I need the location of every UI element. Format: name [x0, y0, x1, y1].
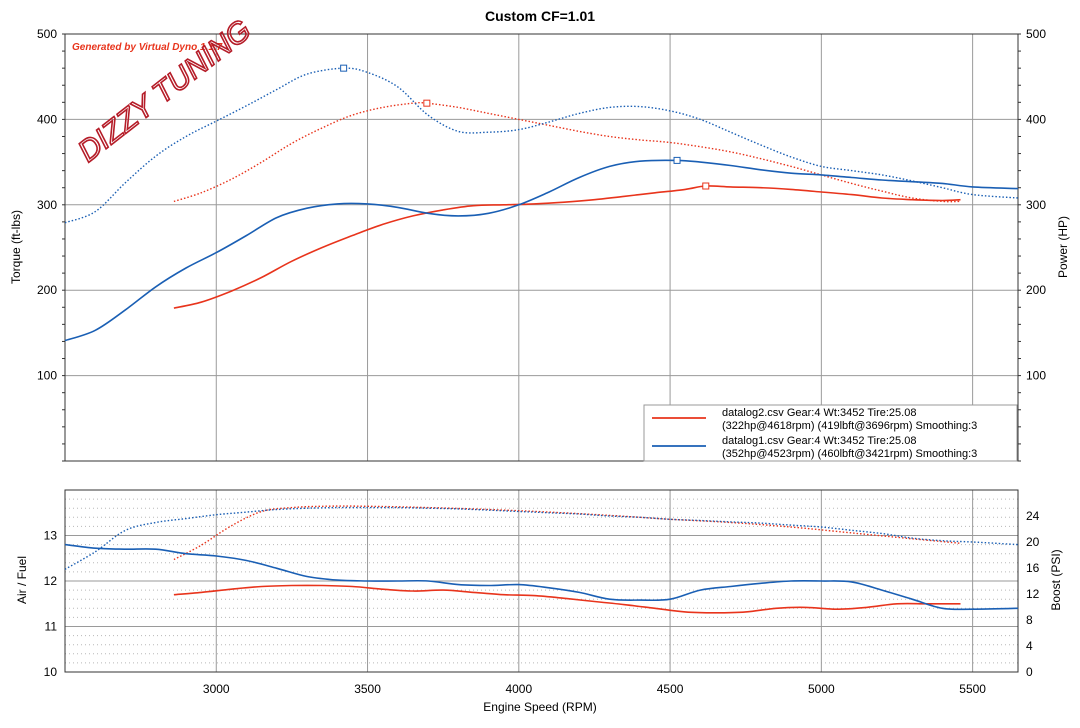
- top-y-tick-label: 500: [37, 27, 57, 41]
- watermark-text: Generated by Virtual Dyno 1.1.7: [72, 42, 223, 53]
- bottom-x-tick-label: 5000: [808, 682, 835, 696]
- torque-axis-title: Torque (ft-lbs): [9, 210, 23, 284]
- torque-power-plot: 100 200 300 400 500 100 200 300 400 500: [37, 27, 1046, 462]
- top-y2-tick-label: 200: [1026, 283, 1046, 297]
- bottom-y2-tick-label: 20: [1026, 535, 1040, 549]
- bottom-y-tick-label: 12: [44, 574, 58, 588]
- bottom-y-tick-label: 11: [45, 620, 58, 634]
- afr-boost-plot: 10 11 12 13 0 4 8 12 16 20 24 3000 3500 4000 4500 5000 5…: [44, 489, 1040, 696]
- top-plot-area: [65, 34, 1018, 461]
- bottom-series-datalog1-csv-air-fuel: [65, 543, 1018, 611]
- bottom-x-tick-label: 4000: [505, 682, 532, 696]
- power-axis-title: Power (HP): [1056, 216, 1070, 278]
- top-y-tick-label: 400: [37, 112, 57, 126]
- top-peak-marker-datalog1-csv-power-hp: [673, 156, 681, 164]
- top-series-datalog2-csv-power-hp: [173, 185, 961, 309]
- top-y-tick-label: 100: [37, 369, 57, 383]
- top-series-datalog1-csv-power-hp: [65, 159, 1018, 342]
- legend-entry-datalog2-line2: (322hp@4618rpm) (419lbft@3696rpm) Smooth…: [722, 420, 977, 432]
- boost-axis-title: Boost (PSI): [1049, 549, 1063, 610]
- bottom-y2-tick-label: 12: [1026, 587, 1040, 601]
- bottom-y-tick-label: 10: [44, 665, 58, 679]
- afr-axis-title: Air / Fuel: [15, 556, 29, 604]
- top-y2-tick-label: 100: [1026, 369, 1046, 383]
- legend: datalog2.csv Gear:4 Wt:3452 Tire:25.08 (…: [643, 404, 1018, 462]
- bottom-series-datalog2-csv-air-fuel: [173, 584, 961, 614]
- bottom-y2-tick-label: 16: [1026, 561, 1040, 575]
- bottom-series-datalog1-csv-boost-psi: [65, 506, 1018, 570]
- top-y-tick-label: 200: [37, 283, 57, 297]
- rpm-axis-title: Engine Speed (RPM): [483, 700, 596, 714]
- bottom-x-tick-label: 3500: [354, 682, 381, 696]
- bottom-x-tick-label: 4500: [657, 682, 684, 696]
- top-y-tick-label: 300: [37, 198, 57, 212]
- bottom-frame: [64, 489, 1019, 673]
- top-y2-tick-label: 300: [1026, 198, 1046, 212]
- bottom-series-datalog2-csv-boost-psi: [173, 505, 961, 561]
- top-peak-marker-datalog2-csv-torque-ft-lbs: [423, 99, 431, 107]
- legend-box: [643, 404, 1018, 462]
- chart-title: Custom CF=1.01: [485, 8, 595, 24]
- bottom-y2-tick-label: 0: [1026, 665, 1033, 679]
- top-series-datalog2-csv-torque-ft-lbs: [173, 101, 961, 203]
- top-y2-tick-label: 500: [1026, 27, 1046, 41]
- bottom-y2-tick-label: 8: [1026, 613, 1033, 627]
- top-y2-tick-label: 400: [1026, 112, 1046, 126]
- bottom-y-tick-label: 13: [44, 529, 58, 543]
- legend-entry-datalog1-line2: (352hp@4523rpm) (460lbft@3421rpm) Smooth…: [722, 448, 977, 460]
- legend-entry-datalog2-line1: datalog2.csv Gear:4 Wt:3452 Tire:25.08: [722, 407, 916, 419]
- bottom-y2-tick-label: 24: [1026, 509, 1040, 523]
- top-frame: [64, 33, 1019, 462]
- bottom-y2-tick-label: 4: [1026, 639, 1033, 653]
- bottom-x-tick-label: 5500: [959, 682, 986, 696]
- top-peak-marker-datalog2-csv-power-hp: [702, 182, 710, 190]
- bottom-x-tick-label: 3000: [203, 682, 230, 696]
- legend-entry-datalog1-line1: datalog1.csv Gear:4 Wt:3452 Tire:25.08: [722, 435, 916, 447]
- top-peak-marker-datalog1-csv-torque-ft-lbs: [340, 64, 348, 72]
